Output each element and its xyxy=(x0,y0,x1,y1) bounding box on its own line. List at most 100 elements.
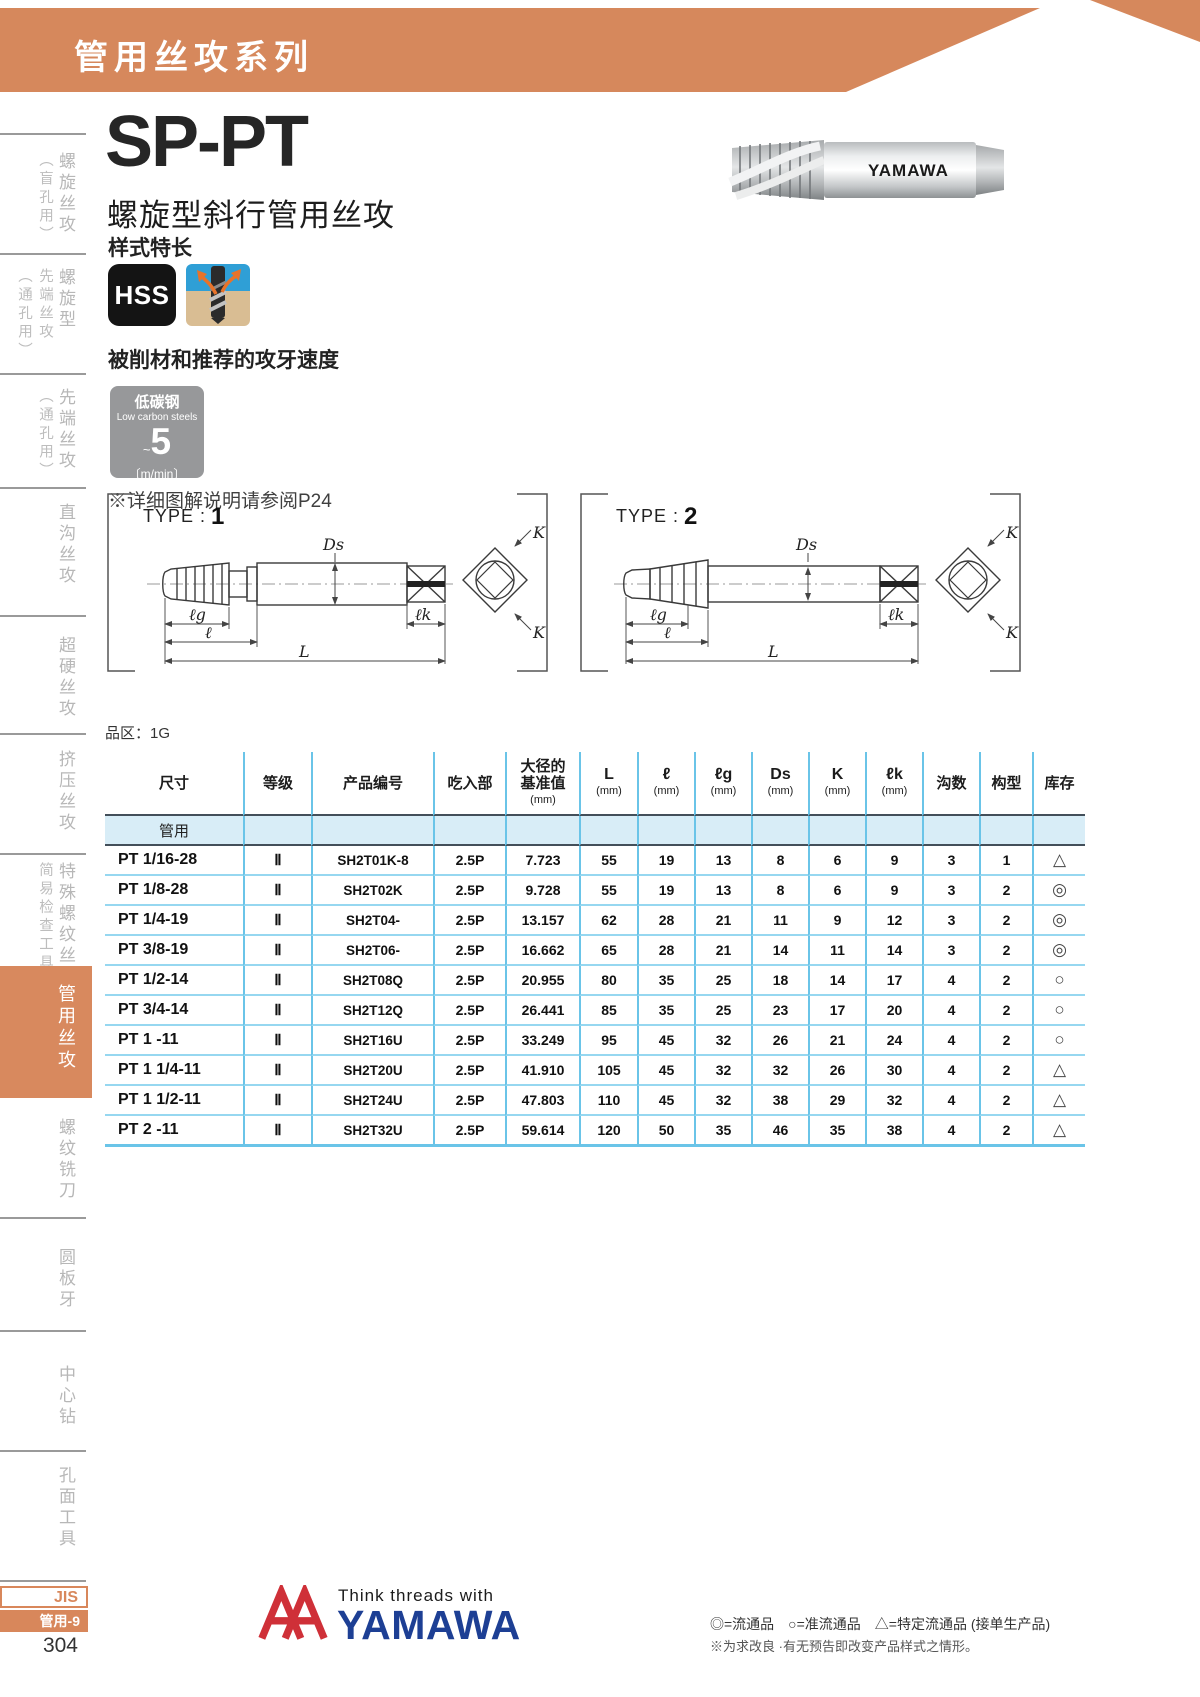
dim-lg-label: ℓg xyxy=(189,605,206,624)
cell-code: SH2T02K xyxy=(311,876,433,906)
dim-lg-label: ℓg xyxy=(650,605,667,624)
cell-lg: 35 xyxy=(694,1116,751,1147)
cell-K: 11 xyxy=(808,936,865,966)
cell-Ds: 38 xyxy=(751,1086,808,1116)
cell-grade: Ⅱ xyxy=(243,1116,311,1147)
cell-grade: Ⅱ xyxy=(243,906,311,936)
header-lk: ℓk (mm) xyxy=(865,752,922,816)
cell-L: 85 xyxy=(579,996,637,1026)
sidebar-item-label: 挤压丝攻 xyxy=(56,750,75,834)
cell-lk: 14 xyxy=(865,936,922,966)
footer-tagline: Think threads with xyxy=(338,1586,494,1605)
sidebar-item-label: 螺纹铣刀 xyxy=(56,1118,75,1202)
cell-major-dia: 9.728 xyxy=(505,876,579,906)
product-subtitle: 螺旋型斜行管用丝攻 xyxy=(107,198,395,233)
cell-major-dia: 33.249 xyxy=(505,1026,579,1056)
sidebar-item-label: 特殊螺纹丝攻 xyxy=(56,862,75,988)
cell-major-dia: 59.614 xyxy=(505,1116,579,1147)
cell-stock: △ xyxy=(1032,1116,1085,1147)
header-line: 大径的 xyxy=(520,757,566,775)
cell-major-dia: 16.662 xyxy=(505,936,579,966)
cell-type: 2 xyxy=(979,966,1032,996)
banner-title: 管用丝攻系列 xyxy=(74,39,314,77)
table-row: PT 1 -11 Ⅱ SH2T16U 2.5P 33.249 95 45 32 … xyxy=(105,1026,1085,1056)
dim-lk-label: ℓk xyxy=(415,605,431,624)
sidebar-item-forming: 挤压丝攻 xyxy=(0,750,92,860)
header-unit: (mm) xyxy=(653,785,680,797)
header-unit: (mm) xyxy=(596,785,622,797)
table-row: PT 1/2-14 Ⅱ SH2T08Q 2.5P 20.955 80 35 25… xyxy=(105,966,1085,996)
cell-L: 105 xyxy=(579,1056,637,1086)
sidebar-item-sublabel: 简易检查工具 xyxy=(37,862,53,973)
cell-type: 2 xyxy=(979,1056,1032,1086)
header-symbol: Ds xyxy=(770,766,791,783)
sidebar-divider xyxy=(0,1580,86,1582)
group-row: 管用 xyxy=(105,816,1085,846)
cell-lg: 25 xyxy=(694,996,751,1026)
cell-size: PT 1/8-28 xyxy=(105,876,243,906)
cell-code: SH2T24U xyxy=(311,1086,433,1116)
cell-chamfer: 2.5P xyxy=(433,936,505,966)
cell-lk: 17 xyxy=(865,966,922,996)
cell-chamfer: 2.5P xyxy=(433,996,505,1026)
cell-Ds: 8 xyxy=(751,876,808,906)
cell-lg: 32 xyxy=(694,1026,751,1056)
cell-K: 9 xyxy=(808,906,865,936)
group-cell xyxy=(979,816,1032,846)
page-title: SP-PT xyxy=(105,102,309,182)
cell-stock: ○ xyxy=(1032,996,1085,1026)
cell-flutes: 4 xyxy=(922,1116,979,1147)
cell-Ds: 18 xyxy=(751,966,808,996)
cell-code: SH2T01K-8 xyxy=(311,846,433,876)
dim-lk-label: ℓk xyxy=(888,605,904,624)
group-label: 管用 xyxy=(105,816,243,846)
cell-K: 21 xyxy=(808,1026,865,1056)
cell-lg: 32 xyxy=(694,1056,751,1086)
cell-K: 17 xyxy=(808,996,865,1026)
cell-Ds: 14 xyxy=(751,936,808,966)
cell-L: 55 xyxy=(579,876,637,906)
header-code: 产品编号 xyxy=(311,752,433,816)
cell-K: 29 xyxy=(808,1086,865,1116)
group-cell xyxy=(433,816,505,846)
cell-lk: 38 xyxy=(865,1116,922,1147)
sidebar-item-sublabel: （盲孔用） xyxy=(37,152,53,245)
sidebar-divider xyxy=(0,487,86,489)
cell-stock: ◎ xyxy=(1032,936,1085,966)
group-cell xyxy=(505,816,579,846)
cell-size: PT 1 1/2-11 xyxy=(105,1086,243,1116)
cell-code: SH2T08Q xyxy=(311,966,433,996)
speed-value: ~5 xyxy=(110,421,204,468)
table-row: PT 2 -11 Ⅱ SH2T32U 2.5P 59.614 120 50 35… xyxy=(105,1116,1085,1147)
features-label: 样式特长 xyxy=(108,237,192,260)
cell-lk: 9 xyxy=(865,876,922,906)
dim-l-label: ℓ xyxy=(205,623,212,642)
page-number: 304 xyxy=(42,1634,78,1657)
header-lg: ℓg (mm) xyxy=(694,752,751,816)
disclaimer: ※为求改良 ·有无预告即改变产品样式之情形。 xyxy=(710,1639,978,1654)
cell-grade: Ⅱ xyxy=(243,1086,311,1116)
cell-size: PT 1 1/4-11 xyxy=(105,1056,243,1086)
cell-grade: Ⅱ xyxy=(243,996,311,1026)
banner xyxy=(0,0,1200,92)
cell-grade: Ⅱ xyxy=(243,966,311,996)
speed-unit: 〔m/min〕 xyxy=(128,467,186,481)
cell-stock: △ xyxy=(1032,846,1085,876)
sidebar-item-hole-tools: 孔面工具 xyxy=(0,1466,92,1576)
sidebar-item-label: 直沟丝攻 xyxy=(56,503,75,587)
cell-Ds: 8 xyxy=(751,846,808,876)
speed-number: 5 xyxy=(150,421,172,462)
cell-lk: 30 xyxy=(865,1056,922,1086)
cell-K: 6 xyxy=(808,846,865,876)
cell-stock: △ xyxy=(1032,1086,1085,1116)
sidebar-item-label: 螺旋丝攻 xyxy=(56,152,75,236)
banner-corner-accent xyxy=(1090,0,1200,42)
group-cell xyxy=(637,816,694,846)
type-number: 2 xyxy=(684,503,697,530)
cell-L: 65 xyxy=(579,936,637,966)
group-cell xyxy=(751,816,808,846)
sidebar-divider xyxy=(0,1217,86,1219)
tap-square-end xyxy=(976,145,1004,195)
sidebar-divider xyxy=(0,853,86,855)
cell-K: 35 xyxy=(808,1116,865,1147)
